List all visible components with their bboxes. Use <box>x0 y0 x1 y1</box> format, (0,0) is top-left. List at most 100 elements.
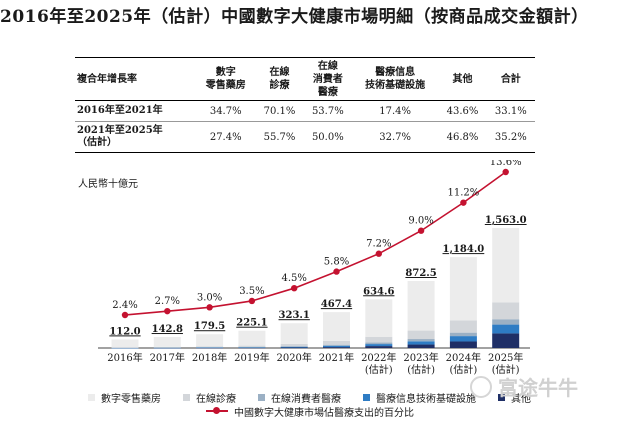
bar-segment <box>323 312 350 341</box>
x-tick-label: 2017年 <box>150 351 185 364</box>
legend-item: 數字零售藥房 <box>88 390 161 405</box>
bar-segment <box>196 347 224 349</box>
cagr-header-col: 合計 <box>500 73 521 85</box>
bar-segment <box>449 332 477 337</box>
x-tick-label: (估計) <box>407 363 435 376</box>
cagr-value: 35.2% <box>494 131 527 143</box>
bar-segment <box>153 337 181 347</box>
bar-segment <box>111 347 139 349</box>
cagr-value: 43.6% <box>446 105 479 117</box>
percentage-point <box>121 311 129 319</box>
bar-segment <box>407 281 435 331</box>
cagr-value: 46.8% <box>446 131 479 143</box>
bar-segment <box>238 330 266 346</box>
bar-total-label: 1,563.0 <box>485 215 527 226</box>
legend-swatch <box>258 393 265 401</box>
futu-logo-icon <box>470 375 492 398</box>
bar-total-label: 225.1 <box>236 318 267 329</box>
cagr-header-label: 複合年增長率 <box>77 73 137 85</box>
bar-segment <box>196 347 224 348</box>
percentage-label: 11.2% <box>448 188 480 199</box>
cagr-row: 2021年至2025年 （估計） 27.4% 55.7% 50.0% 32.7% … <box>75 121 535 153</box>
bar-segment <box>111 339 139 348</box>
bar-total-label: 634.6 <box>363 286 394 297</box>
legend-item: 其他 <box>498 390 531 405</box>
bar-total-label: 467.4 <box>321 299 352 310</box>
legend-label: 數字零售藥房 <box>101 393 161 405</box>
bar-segment <box>238 346 266 348</box>
bar-segment <box>449 257 477 321</box>
percentage-label: 4.5% <box>281 273 306 284</box>
watermark-text: 富途牛牛 <box>498 376 578 400</box>
bar-segment <box>492 324 520 334</box>
x-tick-label: (估計) <box>365 363 393 376</box>
cagr-value: 32.7% <box>379 131 412 143</box>
percentage-point <box>502 168 509 176</box>
cagr-header-row: 複合年增長率 數字 零售藥房 在線 診療 在線 消費者 醫療 醫療信息 技術基礎設施 其他… <box>75 57 535 101</box>
cagr-header-col: 在線 消費者 醫療 <box>312 60 343 98</box>
bar-segment <box>323 344 350 346</box>
bar-segment <box>280 347 308 349</box>
x-tick-label: (估計) <box>492 363 520 376</box>
bar-total-label: 872.5 <box>405 268 436 279</box>
percentage-label: 13.6% <box>490 160 522 168</box>
legend-item: 醫療信息技術基礎設施 <box>363 390 476 405</box>
percentage-point <box>164 307 171 315</box>
market-chart: 112.0 2016年 142.8 2017年 179.5 2018年 225.1 2019年… <box>98 160 530 376</box>
cagr-value: 70.1% <box>263 105 296 117</box>
cagr-header-col: 在線 診療 <box>269 67 290 91</box>
bar-segment <box>238 345 266 347</box>
bar-segment <box>449 320 477 333</box>
percentage-label: 3.5% <box>239 286 264 297</box>
bar-segment <box>407 330 435 340</box>
bar-segment <box>153 346 181 348</box>
legend-item: 在線消費者醫療 <box>258 390 341 405</box>
legend-item: 在線診療 <box>183 390 236 405</box>
bar-segment <box>111 347 139 348</box>
cagr-value: 17.4% <box>379 105 412 117</box>
bar-total-label: 142.8 <box>152 324 183 335</box>
bar-segment <box>323 340 350 345</box>
percentage-label: 7.2% <box>366 239 391 250</box>
bar-segment <box>280 346 308 348</box>
bar-total-label: 1,184.0 <box>443 244 485 255</box>
bar-segment <box>407 341 435 345</box>
bar-segment <box>407 339 435 342</box>
legend-line-label: 中國數字大健康市場佔醫療支出的百分比 <box>234 407 414 419</box>
bar-segment <box>449 336 477 342</box>
bar-total-label: 179.5 <box>194 321 225 332</box>
percentage-label: 2.7% <box>155 296 180 307</box>
percentage-point <box>291 284 298 292</box>
cagr-table: 複合年增長率 數字 零售藥房 在線 診療 在線 消費者 醫療 醫療信息 技術基礎設施 其他… <box>75 57 535 153</box>
percentage-label: 2.4% <box>112 300 137 311</box>
x-tick-label: 2019年 <box>234 351 269 364</box>
percentage-label: 3.0% <box>197 292 222 303</box>
bar-segment <box>196 347 224 349</box>
bar-segment <box>365 344 393 347</box>
percentage-point <box>460 199 467 206</box>
bar-segment <box>492 319 520 325</box>
cagr-value: 33.1% <box>494 105 527 117</box>
cagr-value: 53.7% <box>311 105 344 117</box>
percentage-point <box>206 304 213 311</box>
x-tick-label: 2022年 <box>361 351 396 364</box>
bar-segment <box>280 343 308 347</box>
percentage-label: 5.8% <box>324 257 349 268</box>
x-tick-label: 2016年 <box>107 351 142 364</box>
legend-swatch <box>183 393 190 401</box>
cagr-period: 2021年至2025年 （估計） <box>77 125 163 148</box>
bar-segment <box>280 323 308 344</box>
cagr-value: 50.0% <box>311 131 344 143</box>
bar-segment <box>238 347 266 348</box>
legend-label: 在線消費者醫療 <box>271 393 341 405</box>
cagr-value: 55.7% <box>263 131 296 143</box>
bar-total-label: 112.0 <box>109 326 140 337</box>
bar-segment <box>323 347 350 348</box>
bar-segment <box>365 346 393 348</box>
percentage-point <box>375 250 382 257</box>
percentage-point <box>417 227 425 234</box>
y-axis-unit-label: 人民幣十億元 <box>78 179 138 190</box>
legend-row-line: 中國數字大健康市場佔醫療支出的百分比 <box>206 404 608 419</box>
bar-segment <box>407 344 435 348</box>
bar-segment <box>492 228 520 303</box>
